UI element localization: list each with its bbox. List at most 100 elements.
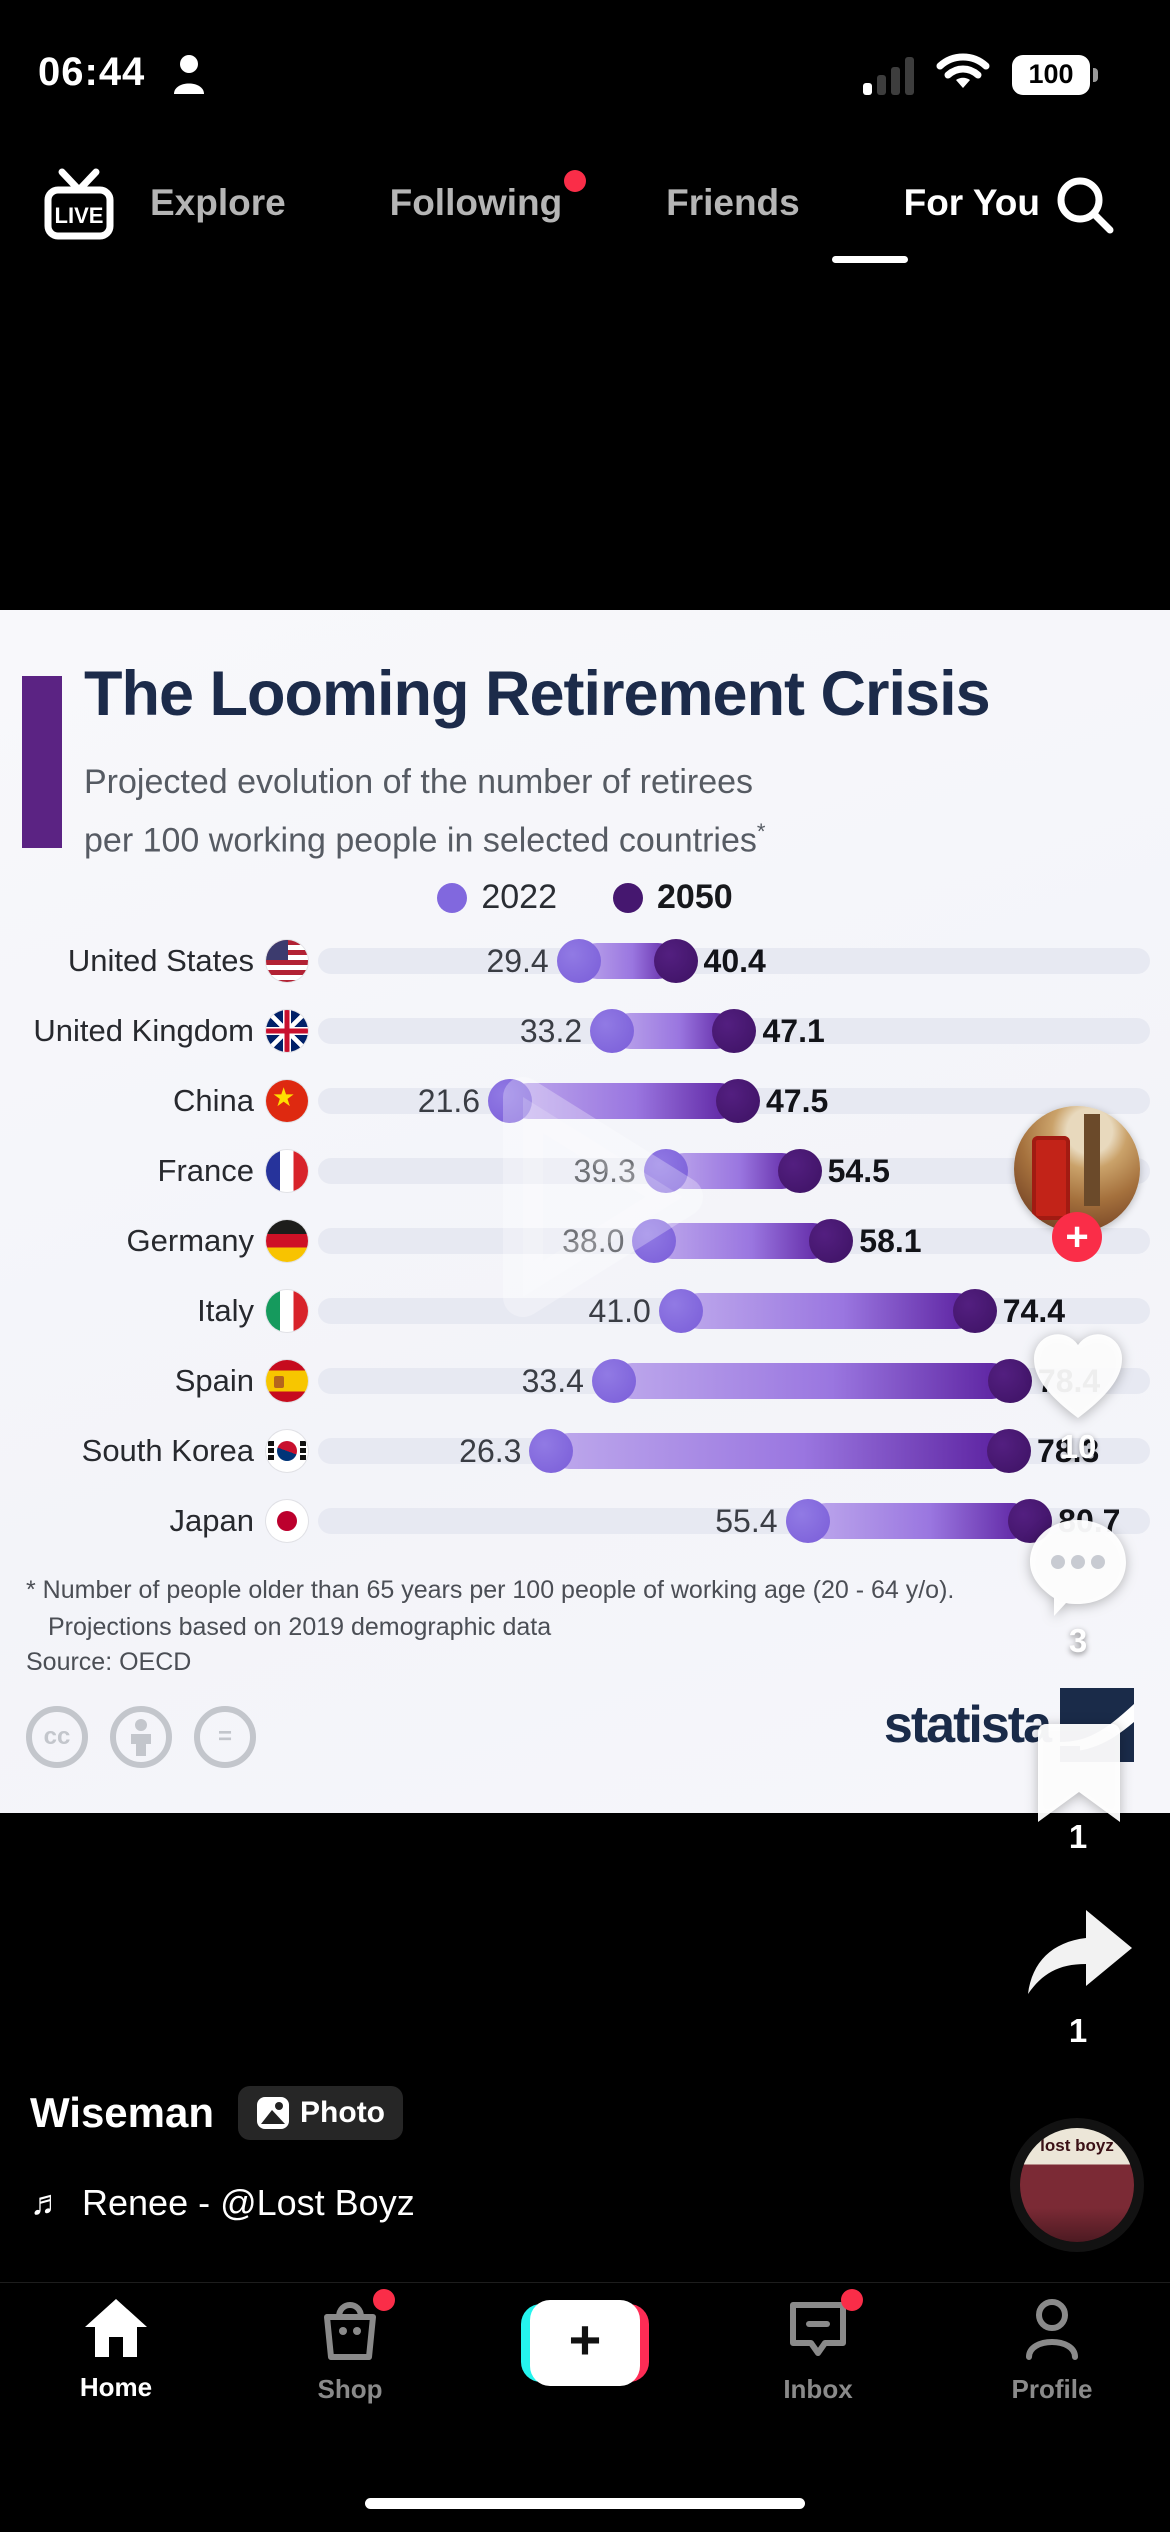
svg-text:LIVE: LIVE <box>55 203 104 228</box>
legend-dot-2022 <box>437 882 468 913</box>
inbox-badge <box>841 2289 863 2311</box>
inbox-icon <box>790 2302 846 2356</box>
play-overlay-icon[interactable] <box>498 1072 708 1327</box>
share-icon[interactable] <box>1022 1906 1134 2011</box>
dot-2050 <box>987 1359 1032 1403</box>
dot-2022 <box>556 939 601 983</box>
dot-2022 <box>529 1429 574 1473</box>
row-track: 21.6 47.5 <box>318 1066 1150 1136</box>
row-track: 26.3 78.3 <box>318 1416 1150 1486</box>
range-bar <box>510 1083 738 1119</box>
country-flag-icon <box>266 1220 308 1262</box>
value-2022: 39.3 <box>574 1136 636 1206</box>
dot-2022 <box>785 1499 830 1543</box>
dot-2022 <box>658 1289 703 1333</box>
active-tab-underline <box>832 256 908 263</box>
range-bar <box>665 1153 800 1189</box>
bookmark-icon[interactable] <box>1036 1722 1122 1831</box>
shop-badge <box>373 2289 395 2311</box>
sound-line[interactable]: ♬ Renee - @Lost Boyz <box>30 2182 415 2224</box>
chart-row: Germany 38.0 58.1 <box>0 1206 1170 1276</box>
cc-license-icons: cc = <box>26 1706 256 1768</box>
dot-2050 <box>712 1009 757 1053</box>
value-2050: 54.5 <box>827 1153 890 1189</box>
dot-2050 <box>716 1079 760 1123</box>
comment-icon[interactable] <box>1028 1518 1128 1625</box>
photo-badge: Photo <box>238 2086 404 2140</box>
country-label: China <box>173 1083 254 1118</box>
value-2050: 47.1 <box>762 1013 825 1049</box>
create-button[interactable]: + <box>521 2300 649 2386</box>
country-label: Spain <box>174 1363 254 1398</box>
like-count: 10 <box>1059 1428 1097 1465</box>
tab-explore[interactable]: Explore <box>150 182 286 223</box>
chart-source: Source: OECD <box>26 1648 192 1676</box>
chart-row: France 39.3 54.5 <box>0 1136 1170 1206</box>
chart-title: The Looming Retirement Crisis <box>84 659 991 729</box>
country-flag-icon <box>266 1010 308 1052</box>
attribution-icon <box>110 1706 172 1768</box>
chart-row: United Kingdom 33.2 47.1 <box>0 996 1170 1066</box>
row-track: 38.0 58.1 <box>318 1206 1150 1276</box>
cellular-signal-icon <box>863 55 914 95</box>
like-icon[interactable] <box>1028 1328 1128 1429</box>
nav-profile[interactable]: Profile <box>977 2297 1127 2405</box>
focus-person-icon <box>172 54 206 99</box>
country-label: United States <box>67 943 254 978</box>
sound-disc[interactable]: lost boyz <box>1020 2128 1134 2242</box>
bookmark-count: 1 <box>1068 1818 1088 1855</box>
nav-home[interactable]: Home <box>41 2297 191 2403</box>
value-2022: 26.3 <box>459 1433 522 1469</box>
country-flag-icon <box>266 1500 308 1542</box>
row-track: 33.2 47.1 <box>318 996 1150 1066</box>
tab-following[interactable]: Following <box>390 170 587 224</box>
statista-chart-post: The Looming Retirement Crisis Projected … <box>0 610 1170 1813</box>
legend-2022: 2022 <box>437 878 557 917</box>
chart-row: Spain 33.4 78.4 <box>0 1346 1170 1416</box>
value-2050: 40.4 <box>703 943 766 979</box>
creator-avatar[interactable] <box>1014 1106 1140 1232</box>
clock: 06:44 <box>38 50 146 94</box>
value-2022: 33.2 <box>519 1013 583 1049</box>
dot-2022 <box>591 1359 636 1403</box>
home-indicator[interactable] <box>365 2498 805 2509</box>
dot-2050 <box>987 1429 1032 1473</box>
value-2022: 41.0 <box>588 1293 651 1329</box>
nav-shop[interactable]: Shop <box>275 2289 425 2405</box>
follow-button[interactable]: + <box>1052 1212 1102 1262</box>
dot-2050 <box>952 1289 997 1333</box>
value-2050: 58.1 <box>859 1223 922 1259</box>
chart-row: United States 29.4 40.4 <box>0 926 1170 996</box>
plus-icon: + <box>530 2300 640 2386</box>
country-flag-icon <box>266 1080 308 1122</box>
tab-for-you[interactable]: For You <box>903 182 1040 223</box>
comment-count: 3 <box>1068 1622 1088 1659</box>
home-icon <box>85 2299 147 2357</box>
author-name[interactable]: Wiseman <box>30 2089 215 2136</box>
cc-icon: cc <box>26 1706 88 1768</box>
photo-icon <box>257 2097 290 2129</box>
row-track: 55.4 80.7 <box>318 1486 1150 1556</box>
nav-inbox[interactable]: Inbox <box>743 2289 893 2405</box>
tab-friends[interactable]: Friends <box>666 182 800 223</box>
legend-2050: 2050 <box>613 878 733 917</box>
legend-dot-2050 <box>613 882 643 913</box>
range-bar <box>613 1363 1010 1399</box>
chart-row: China 21.6 47.5 <box>0 1066 1170 1136</box>
chart-legend: 2022 2050 <box>0 878 1170 917</box>
country-label: Italy <box>197 1293 254 1328</box>
notification-dot <box>564 170 587 192</box>
chart-subtitle: Projected evolution of the number of ret… <box>84 763 766 860</box>
range-bar <box>680 1293 975 1329</box>
music-note-icon: ♬ <box>30 2183 64 2222</box>
value-2022: 38.0 <box>562 1206 624 1276</box>
range-bar <box>807 1503 1031 1539</box>
dot-2022 <box>632 1219 677 1263</box>
row-track: 33.4 78.4 <box>318 1346 1150 1416</box>
country-flag-icon <box>266 1290 308 1332</box>
chart-row: Japan 55.4 80.7 <box>0 1486 1170 1556</box>
live-icon[interactable]: LIVE <box>42 166 116 247</box>
video-info: Wiseman Photo ♬ Renee - @Lost Boyz <box>30 2086 415 2224</box>
search-icon[interactable] <box>1054 174 1116 241</box>
dot-2050 <box>777 1149 822 1193</box>
